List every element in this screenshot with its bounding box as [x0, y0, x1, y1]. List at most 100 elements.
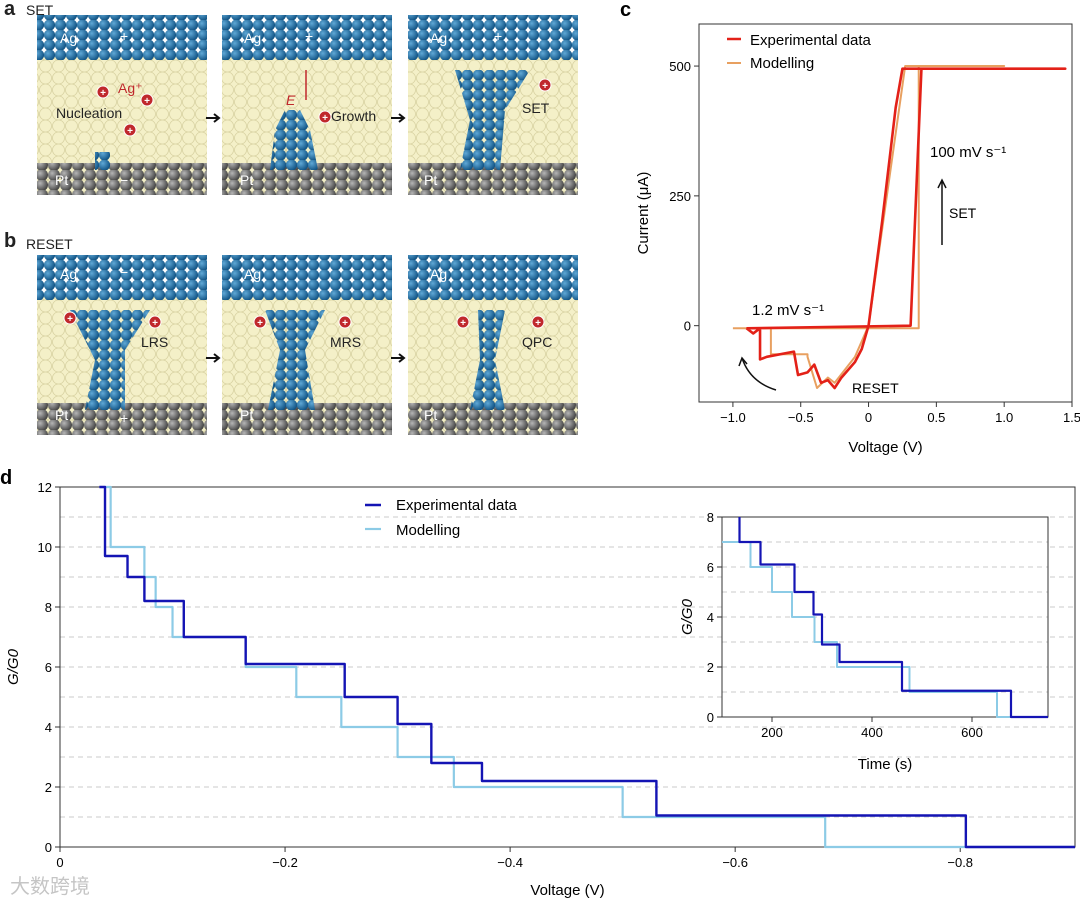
panel-d-letter: d [0, 467, 12, 489]
label-pt: Pt [424, 172, 438, 188]
ag-ion-icon [538, 78, 552, 92]
ag-electrode [408, 255, 578, 300]
panel-a-title: SET [26, 2, 54, 18]
ag-ion-icon [148, 315, 162, 329]
plus-sign: + [152, 318, 158, 329]
legend-label: Experimental data [750, 32, 872, 49]
x-tick-label: −0.8 [947, 855, 973, 870]
inset-y-axis-label: G/G0 [679, 598, 696, 635]
y-tick-label: 500 [669, 59, 691, 74]
arrow-right-icon [391, 113, 406, 123]
x-tick-label: −0.5 [788, 410, 814, 425]
label-pt: Pt [240, 407, 254, 423]
chart-c: −1.0 −0.5 0 0.5 1.0 1.5 0 250 500 Voltage (V) c Cur… [620, 0, 1080, 456]
chart-d: 0 −0.2 −0.4 −0.6 −0.8 0 2 4 6 8 10 12 Voltage (V) d G/… [0, 467, 1076, 899]
label-ag: Ag [244, 266, 262, 282]
legend-label: Modelling [750, 55, 814, 72]
label-plus: + [305, 28, 314, 44]
ag-filament [470, 310, 505, 410]
ag-ion-icon [123, 123, 137, 137]
annotation-slow-rate: 1.2 mV s⁻¹ [752, 302, 824, 319]
x-tick-label: 0 [865, 410, 872, 425]
ag-ion-icon [318, 110, 332, 124]
annotation-set: SET [949, 205, 977, 221]
ag-ion-icon [253, 315, 267, 329]
y-tick-label: 0 [684, 319, 691, 334]
label-minus: − [120, 172, 129, 188]
ag-electrode [37, 255, 207, 300]
label-ag: Ag [60, 266, 78, 282]
panel-c-letter: c [620, 0, 631, 21]
y-tick-label: 10 [38, 540, 52, 555]
plus-sign: + [144, 96, 150, 107]
legend-label: Experimental data [396, 497, 518, 514]
x-tick-label: −1.0 [720, 410, 746, 425]
plus-sign: + [100, 88, 106, 99]
x-tick-label: −0.2 [272, 855, 298, 870]
ag-electrode [408, 15, 578, 60]
series-modelling [105, 485, 1075, 849]
label-qpc: QPC [522, 334, 553, 350]
plus-sign: + [127, 126, 133, 137]
x-axis-label: Voltage (V) [848, 439, 922, 456]
label-lrs: LRS [141, 334, 169, 350]
arrow-right-icon [206, 113, 221, 123]
label-pt: Pt [55, 407, 69, 423]
ag-ion-icon [531, 315, 545, 329]
label-set: SET [522, 100, 550, 116]
ag-ion-icon [140, 93, 154, 107]
x-tick-label: −0.6 [722, 855, 748, 870]
label-plus: + [494, 28, 503, 44]
series-modelling [732, 65, 1006, 389]
ag-ion-icon [338, 315, 352, 329]
arrow-right-icon [206, 353, 221, 363]
y-axis-label: G/G0 [5, 648, 22, 685]
plus-sign: + [342, 318, 348, 329]
y-tick-label: 0 [707, 710, 714, 725]
ag-electrode [222, 255, 392, 300]
ag-filament [265, 310, 325, 410]
ag-electrode [37, 15, 207, 60]
label-pt: Pt [424, 407, 438, 423]
label-plus: + [120, 410, 129, 426]
y-tick-label: 8 [45, 600, 52, 615]
label-growth: Growth [331, 108, 377, 124]
y-tick-label: 2 [707, 660, 714, 675]
x-tick-label: 200 [761, 725, 783, 740]
label-ag: Ag [244, 30, 262, 46]
series-experimental [99, 485, 1075, 849]
label-ag-ion: Ag⁺ [118, 80, 143, 96]
label-ag: Ag [430, 266, 448, 282]
watermark: 大数跨境 [10, 876, 90, 898]
series-modelling [722, 541, 1048, 718]
y-tick-label: 12 [38, 480, 52, 495]
ag-electrode [222, 15, 392, 60]
plus-sign: + [535, 318, 541, 329]
ag-filament [455, 70, 530, 170]
plot-frame [698, 23, 1073, 403]
filament-diagrams: + + + + + + + + + + + [37, 15, 578, 435]
label-nucleation: Nucleation [56, 105, 123, 121]
y-tick-label: 6 [45, 660, 52, 675]
legend-label: Modelling [396, 522, 460, 539]
plus-sign: + [322, 113, 328, 124]
label-mrs: MRS [330, 334, 362, 350]
ag-ion-icon [96, 85, 110, 99]
y-axis-label: Current (μA) [635, 172, 652, 255]
y-tick-label: 4 [45, 720, 52, 735]
plus-sign: + [460, 318, 466, 329]
x-tick-label: −0.4 [497, 855, 523, 870]
x-tick-label: 0 [56, 855, 63, 870]
x-axis-label: Voltage (V) [530, 882, 604, 899]
label-pt: Pt [55, 172, 69, 188]
x-tick-label: 0.5 [927, 410, 945, 425]
x-tick-label: 1.5 [1063, 410, 1080, 425]
y-tick-label: 8 [707, 510, 714, 525]
plus-sign: + [542, 81, 548, 92]
chart-d_inset: 200 400 600 0 2 4 6 8 Time (s) G/G0 [679, 510, 1049, 773]
ag-ion-icon [456, 315, 470, 329]
ag-ion-icon [63, 311, 77, 325]
ag-filament [270, 110, 318, 170]
ag-filament [95, 152, 110, 170]
